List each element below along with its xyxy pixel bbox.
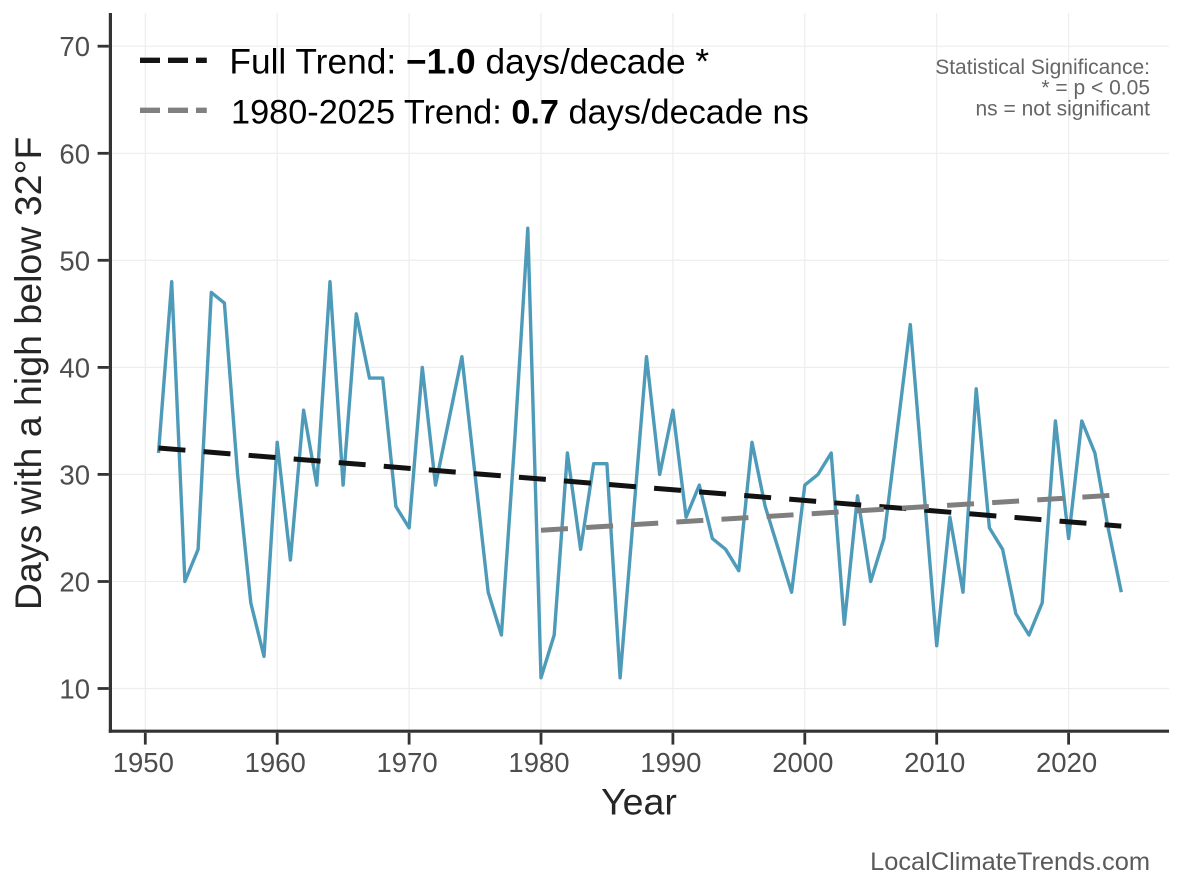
svg-text:1980: 1980 xyxy=(508,747,569,778)
svg-text:20: 20 xyxy=(59,567,90,598)
svg-text:ns = not significant: ns = not significant xyxy=(975,97,1150,120)
svg-text:10: 10 xyxy=(59,674,90,705)
svg-text:Year: Year xyxy=(601,781,677,823)
svg-text:60: 60 xyxy=(59,138,90,169)
svg-text:70: 70 xyxy=(59,31,90,62)
svg-text:1990: 1990 xyxy=(640,747,701,778)
svg-text:1970: 1970 xyxy=(377,747,438,778)
svg-text:1980-2025 Trend: 0.7 days/deca: 1980-2025 Trend: 0.7 days/decade ns xyxy=(231,94,809,132)
svg-text:Statistical Significance:: Statistical Significance: xyxy=(935,56,1150,79)
svg-text:2020: 2020 xyxy=(1036,747,1097,778)
svg-text:50: 50 xyxy=(59,245,90,276)
svg-text:40: 40 xyxy=(59,352,90,383)
svg-text:LocalClimateTrends.com: LocalClimateTrends.com xyxy=(870,848,1150,876)
svg-text:Full Trend: −1.0 days/decade *: Full Trend: −1.0 days/decade * xyxy=(229,42,709,81)
svg-text:1950: 1950 xyxy=(113,747,174,778)
svg-text:1960: 1960 xyxy=(245,747,306,778)
svg-text:2010: 2010 xyxy=(904,747,965,778)
svg-text:30: 30 xyxy=(59,459,90,490)
svg-text:Days with a high below 32°F: Days with a high below 32°F xyxy=(7,137,49,611)
svg-text:2000: 2000 xyxy=(772,747,833,778)
svg-text:* = p < 0.05: * = p < 0.05 xyxy=(1041,77,1150,100)
